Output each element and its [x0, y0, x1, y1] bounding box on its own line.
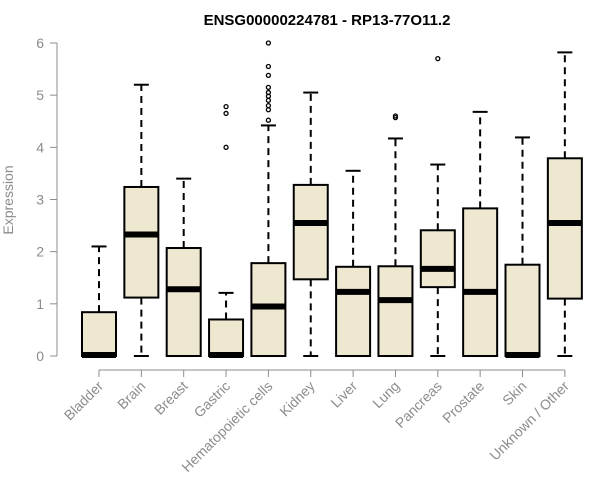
outlier-point	[265, 89, 272, 96]
iqr-box	[335, 265, 372, 358]
y-tick-label: 2	[36, 244, 44, 260]
box-pancreas	[419, 56, 456, 357]
outlier-point	[392, 113, 399, 119]
x-tick-label: Bladder	[61, 378, 107, 424]
outlier-point	[265, 97, 272, 104]
y-tick-label: 0	[36, 348, 44, 364]
outlier-point	[265, 107, 272, 113]
box-brain	[123, 83, 160, 357]
box-unknown-other	[546, 51, 583, 357]
x-tick-label: Unknown / Other	[486, 378, 572, 464]
box-liver	[335, 169, 372, 358]
box-group	[81, 40, 583, 358]
box-skin	[504, 136, 541, 358]
x-tick-label: Prostate	[439, 378, 487, 426]
y-tick-label: 6	[36, 35, 44, 51]
outlier-point	[223, 103, 229, 110]
x-tick-label: Lung	[369, 378, 402, 411]
outlier-point	[265, 84, 272, 90]
box-prostate	[462, 110, 499, 357]
outlier-point	[265, 40, 272, 46]
iqr-box	[123, 185, 160, 299]
x-tick-label: Liver	[327, 378, 360, 411]
y-tick-label: 1	[36, 296, 44, 312]
iqr-box	[250, 262, 287, 358]
y-tick-label: 4	[36, 139, 44, 155]
iqr-box	[546, 157, 583, 300]
outlier-point	[265, 72, 272, 78]
box-bladder	[81, 245, 117, 358]
iqr-box	[462, 207, 499, 357]
box-kidney	[292, 91, 329, 357]
outlier-point	[265, 117, 272, 123]
iqr-box	[208, 318, 245, 358]
iqr-box	[504, 263, 541, 358]
outlier-point	[265, 63, 272, 70]
y-axis-label: Expression	[0, 165, 16, 234]
outlier-point	[265, 102, 272, 109]
outlier-point	[223, 110, 229, 117]
outlier-point	[223, 144, 229, 150]
x-tick-label: Breast	[151, 378, 191, 418]
x-tick-label: Pancreas	[392, 378, 445, 431]
iqr-box	[377, 265, 414, 358]
box-hematopoietic-cells	[250, 40, 287, 358]
x-tick-label: Skin	[499, 378, 530, 409]
y-axis: 0 1 2 3 4 5 6	[36, 35, 58, 364]
box-breast	[165, 177, 202, 357]
box-gastric	[208, 103, 245, 358]
iqr-box	[292, 183, 329, 281]
x-tick-label: Kidney	[276, 378, 318, 420]
outlier-point	[435, 56, 441, 62]
y-tick-label: 3	[36, 192, 44, 208]
x-tick-label: Brain	[114, 378, 148, 412]
iqr-box	[419, 229, 456, 289]
box-lung	[377, 113, 414, 358]
iqr-box	[81, 311, 117, 357]
iqr-box	[165, 247, 202, 357]
chart-title: ENSG00000224781 - RP13-77O11.2	[204, 12, 451, 29]
y-tick-label: 5	[36, 87, 44, 103]
